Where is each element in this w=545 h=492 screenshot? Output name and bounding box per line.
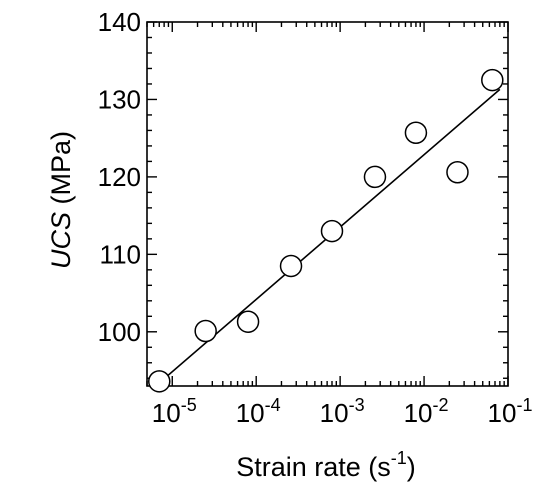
data-point — [363, 165, 387, 189]
y-tick-label: 100 — [98, 317, 141, 347]
y-tick-label: 110 — [100, 239, 141, 269]
y-axis: 100 110 120 130 140 — [98, 7, 508, 379]
x-tick-label: 10-5 — [152, 395, 197, 428]
data-point — [148, 370, 171, 393]
x-tick-label: 10-3 — [320, 395, 365, 428]
y-axis-label: UCS (MPa) — [46, 131, 76, 269]
x-tick-label: 10-1 — [488, 395, 533, 428]
y-tick-label: 130 — [98, 84, 141, 114]
data-point — [481, 68, 504, 92]
x-axis-label: Strain rate (s-1) — [236, 448, 416, 482]
data-point — [236, 310, 260, 333]
x-axis: 10-5 10-4 10-3 10-2 10-1 — [146, 22, 533, 428]
data-point — [279, 254, 303, 278]
data-points — [148, 68, 504, 393]
y-tick-label: 120 — [98, 162, 141, 192]
data-point — [194, 319, 217, 343]
data-point — [320, 219, 344, 243]
data-point — [404, 121, 428, 144]
data-point — [446, 160, 469, 184]
y-tick-label: 140 — [98, 7, 141, 37]
x-tick-label: 10-2 — [404, 395, 449, 428]
x-tick-label: 10-4 — [236, 395, 281, 428]
